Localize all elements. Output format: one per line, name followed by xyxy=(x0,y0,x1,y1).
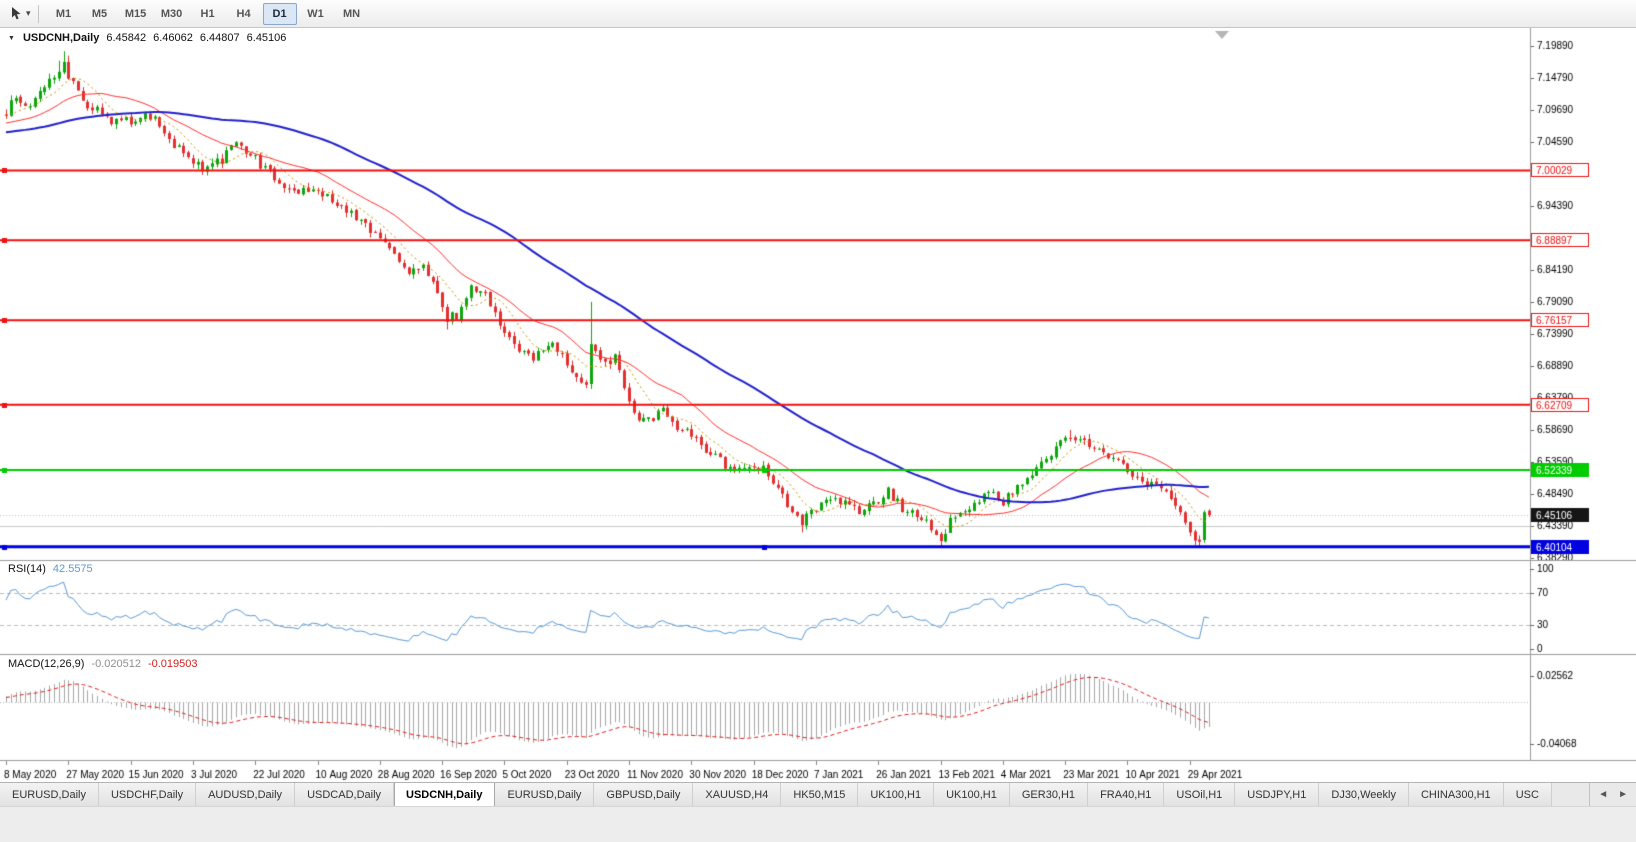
ohlc-open: 6.45842 xyxy=(106,32,147,44)
chart-tab-eurusd-daily[interactable]: EURUSD,Daily xyxy=(495,783,595,806)
chart-ohlc-header: ▼ USDCNH,Daily 6.45842 6.46062 6.44807 6… xyxy=(8,32,286,44)
toolbar: ▾ M1 M5 M15 M30 H1 H4 D1 W1 MN xyxy=(0,0,1636,28)
chart-tab-eurusd-daily[interactable]: EURUSD,Daily xyxy=(0,783,99,806)
ohlc-high: 6.46062 xyxy=(153,32,193,44)
timeframe-button-m15[interactable]: M15 xyxy=(124,7,147,20)
chart-tab-dj30-weekly[interactable]: DJ30,Weekly xyxy=(1319,783,1409,806)
chart-tab-xauusd-h4[interactable]: XAUUSD,H4 xyxy=(693,783,782,806)
chart-tab-ger30-h1[interactable]: GER30,H1 xyxy=(1009,783,1089,806)
macd-signal-value: -0.019503 xyxy=(147,658,198,670)
rsi-header: RSI(14) 42.5575 xyxy=(8,563,93,575)
chart-tab-usdcnh-daily[interactable]: USDCNH,Daily xyxy=(394,783,496,806)
chart-tab-usdchf-daily[interactable]: USDCHF,Daily xyxy=(98,783,197,806)
ohlc-close: 6.45106 xyxy=(246,32,287,44)
timeframe-button-h1[interactable]: H1 xyxy=(200,7,215,20)
chart-tab-audusd-daily[interactable]: AUDUSD,Daily xyxy=(196,783,296,806)
timeframe-button-w1[interactable]: W1 xyxy=(307,7,324,20)
timeframe-toolbar: M1 M5 M15 M30 H1 H4 D1 W1 MN xyxy=(46,2,370,25)
chart-tab-bar: EURUSD,Daily USDCHF,Daily AUDUSD,Daily USDC… xyxy=(0,782,1636,806)
tab-scroll-left-button[interactable]: ◄ xyxy=(1598,789,1609,800)
timeframe-button-h4[interactable]: H4 xyxy=(236,7,251,20)
price-chart-canvas[interactable] xyxy=(0,28,1636,782)
rsi-value: 42.5575 xyxy=(52,563,93,575)
rsi-label: RSI(14) xyxy=(8,563,46,575)
chart-tab-usdcad-daily[interactable]: USDCAD,Daily xyxy=(295,783,395,806)
ohlc-low: 6.44807 xyxy=(199,32,240,44)
tab-scroll-right-button[interactable]: ► xyxy=(1618,789,1628,800)
chart-tab-china300-h1[interactable]: CHINA300,H1 xyxy=(1408,783,1504,806)
macd-label: MACD(12,26,9) xyxy=(8,658,85,670)
chart-tab-fra40-h1[interactable]: FRA40,H1 xyxy=(1088,783,1165,806)
chart-tab-usoil-h1[interactable]: USOil,H1 xyxy=(1164,783,1236,806)
cursor-dropdown-caret-icon[interactable]: ▾ xyxy=(26,8,31,18)
chart-tabs: EURUSD,Daily USDCHF,Daily AUDUSD,Daily USDC… xyxy=(0,783,1589,806)
chart-tab-usdjpy-h1[interactable]: USDJPY,H1 xyxy=(1235,783,1320,806)
toolbar-separator xyxy=(37,4,39,23)
timeframe-button-m5[interactable]: M5 xyxy=(91,7,108,20)
status-bar xyxy=(0,806,1636,842)
cursor-arrow-icon xyxy=(12,7,21,20)
timeframe-button-mn[interactable]: MN xyxy=(342,7,361,20)
chart-symbol-period: USDCNH,Daily xyxy=(22,32,100,44)
timeframe-button-d1[interactable]: D1 xyxy=(262,2,297,25)
macd-main-value: -0.020512 xyxy=(91,658,141,670)
chart-tab-usc[interactable]: USC xyxy=(1503,783,1552,806)
chart-tab-uk100-h1[interactable]: UK100,H1 xyxy=(858,783,935,806)
timeframe-button-m30[interactable]: M30 xyxy=(160,7,183,20)
tab-scroll-controls: ◄ ► xyxy=(1589,783,1636,806)
macd-header: MACD(12,26,9) -0.020512 -0.019503 xyxy=(8,658,198,670)
chart-tab-hk50-m15[interactable]: HK50,M15 xyxy=(781,783,859,806)
chart-tab-gbpusd-daily[interactable]: GBPUSD,Daily xyxy=(594,783,694,806)
chart-tab-uk100-h1[interactable]: UK100,H1 xyxy=(934,783,1010,806)
timeframe-button-m1[interactable]: M1 xyxy=(55,7,72,20)
one-click-trading-icon[interactable]: ▼ xyxy=(8,34,15,42)
cursor-tool-icon[interactable] xyxy=(6,3,26,25)
